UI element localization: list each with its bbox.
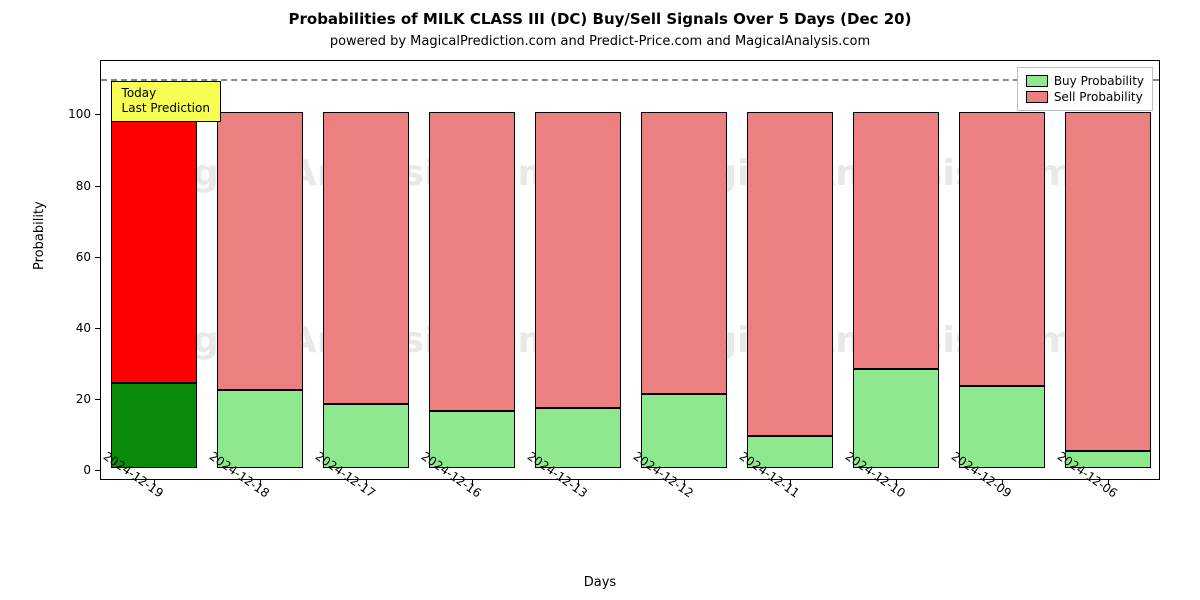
x-axis-label: Days [0, 575, 1200, 590]
sell-bar [323, 112, 410, 404]
bar-slot [641, 61, 728, 479]
y-tick [95, 470, 101, 471]
chart-title: Probabilities of MILK CLASS III (DC) Buy… [0, 10, 1200, 28]
y-tick [95, 114, 101, 115]
legend-label-sell: Sell Probability [1054, 90, 1143, 104]
bar-slot [1065, 61, 1152, 479]
buy-bar [959, 386, 1046, 468]
today-annotation-line2: Last Prediction [122, 101, 210, 117]
legend-swatch-buy [1026, 75, 1048, 87]
y-axis-label: Probability [32, 201, 47, 270]
legend: Buy Probability Sell Probability [1017, 67, 1153, 111]
chart-subtitle: powered by MagicalPrediction.com and Pre… [0, 34, 1200, 49]
legend-label-buy: Buy Probability [1054, 74, 1144, 88]
y-tick [95, 186, 101, 187]
buy-bar [111, 383, 198, 468]
bar-slot [853, 61, 940, 479]
y-tick-label: 60 [76, 250, 91, 264]
sell-bar [747, 112, 834, 436]
y-tick-label: 20 [76, 392, 91, 406]
sell-bar [535, 112, 622, 407]
y-tick-label: 0 [83, 463, 91, 477]
sell-bar [853, 112, 940, 368]
y-tick-label: 100 [68, 107, 91, 121]
y-tick [95, 328, 101, 329]
bar-slot [429, 61, 516, 479]
buy-bar [641, 394, 728, 469]
y-tick-label: 40 [76, 321, 91, 335]
sell-bar [217, 112, 304, 390]
y-tick [95, 257, 101, 258]
y-tick-label: 80 [76, 179, 91, 193]
bar-slot [535, 61, 622, 479]
buy-bar [853, 369, 940, 469]
sell-bar [111, 112, 198, 383]
legend-row-buy: Buy Probability [1026, 74, 1144, 88]
sell-bar [1065, 112, 1152, 450]
bar-slot [323, 61, 410, 479]
plot-area: MagicalAnalysis.comMagicalAnalysis.comMa… [100, 60, 1160, 480]
bar-slot [959, 61, 1046, 479]
bar-slot [111, 61, 198, 479]
bar-slot [747, 61, 834, 479]
today-annotation-line1: Today [122, 86, 210, 102]
sell-bar [641, 112, 728, 393]
chart-container: Probabilities of MILK CLASS III (DC) Buy… [0, 0, 1200, 600]
buy-bar [217, 390, 304, 468]
legend-swatch-sell [1026, 91, 1048, 103]
bar-slot [217, 61, 304, 479]
sell-bar [429, 112, 516, 411]
sell-bar [959, 112, 1046, 386]
today-annotation: TodayLast Prediction [111, 81, 221, 122]
legend-row-sell: Sell Probability [1026, 90, 1144, 104]
plot-inner: MagicalAnalysis.comMagicalAnalysis.comMa… [101, 61, 1159, 479]
y-tick [95, 399, 101, 400]
